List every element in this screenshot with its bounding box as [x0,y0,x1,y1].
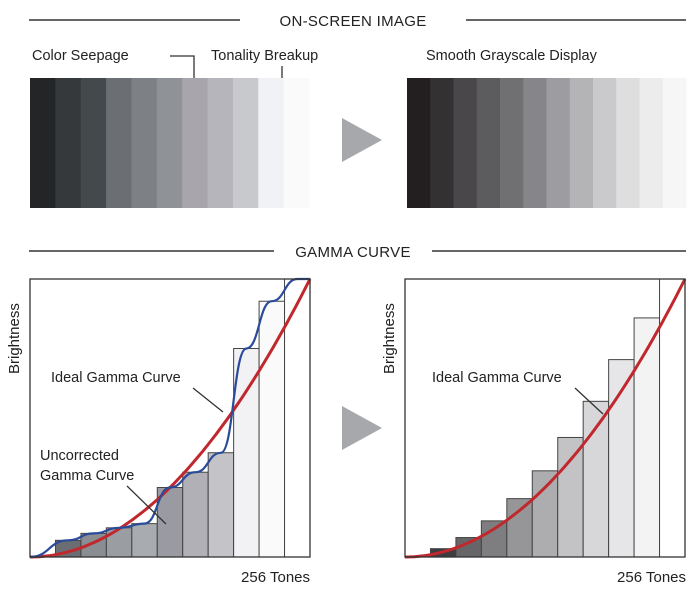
left-strip-swatch-11 [283,78,310,208]
right-strip-swatch-10 [616,78,641,208]
left-ideal-leader [192,387,224,413]
left-strip-swatch-1 [30,78,56,208]
top-arrow-icon [342,118,382,162]
left-strip-swatch-2 [55,78,82,208]
right-strip-swatch-12 [662,78,687,208]
right-ylabel: Brightness [381,303,398,374]
right-bar-7 [557,436,584,558]
right-strip-swatch-7 [546,78,571,208]
left-strip-swatch-3 [80,78,107,208]
left-strip-swatch-6 [156,78,183,208]
right-ideal-label: Ideal Gamma Curve [432,370,562,386]
right-bar-6 [531,470,559,558]
right-gamma-chart [404,278,687,559]
smooth-grayscale-label: Smooth Grayscale Display [426,48,598,64]
uncorrected-label-line1: Uncorrected [40,448,119,464]
left-bar-8 [207,452,235,558]
left-bar-6 [156,487,184,558]
left-chart-frame [29,278,311,558]
uncorrected-leader [126,485,167,525]
left-bar-10 [258,300,286,558]
left-bar-5 [131,523,158,558]
bottom-arrow-icon [342,406,382,450]
right-bar-5 [506,498,533,558]
color-seepage-label: Color Seepage [32,48,129,64]
gamma-title: GAMMA CURVE [295,244,411,261]
onscreen-title: ON-SCREEN IMAGE [279,13,426,30]
right-strip-swatch-3 [453,78,478,208]
right-strip-swatch-8 [569,78,594,208]
left-gamma-chart [29,277,312,559]
left-bar-7 [182,471,209,558]
left-strip-swatch-4 [106,78,133,208]
left-ideal-label: Ideal Gamma Curve [51,370,181,386]
right-bar-8 [582,400,610,558]
uncorrected-gamma-curve [29,277,310,559]
left-xlabel: 256 Tones [241,569,310,586]
left-bar-4 [105,527,133,558]
right-strip-swatch-4 [476,78,501,208]
left-strip-swatch-7 [182,78,209,208]
right-tone-bars [429,278,686,558]
left-tone-bars [54,278,311,558]
right-strip-swatch-6 [523,78,548,208]
tonality-breakup-label: Tonality Breakup [211,48,318,64]
right-strip-swatch-9 [593,78,617,208]
right-grayscale-strip [407,78,687,208]
right-strip-swatch-2 [430,78,455,208]
right-strip-swatch-11 [639,78,664,208]
right-ideal-leader [574,387,604,415]
left-strip-swatch-8 [207,78,234,208]
right-ideal-gamma-curve [404,278,687,559]
left-strip-swatch-5 [131,78,158,208]
right-bar-10 [633,317,661,558]
right-strip-swatch-5 [500,78,524,208]
left-strip-swatch-9 [232,78,259,208]
left-ylabel: Brightness [6,303,23,374]
left-grayscale-strip [30,78,310,208]
right-xlabel: 256 Tones [617,569,686,586]
left-strip-swatch-10 [258,78,285,208]
right-chart-frame [404,278,686,558]
right-bar-4 [480,520,508,558]
right-bar-11 [659,278,686,558]
right-strip-swatch-1 [407,78,431,208]
uncorrected-label-line2: Gamma Curve [40,468,134,484]
